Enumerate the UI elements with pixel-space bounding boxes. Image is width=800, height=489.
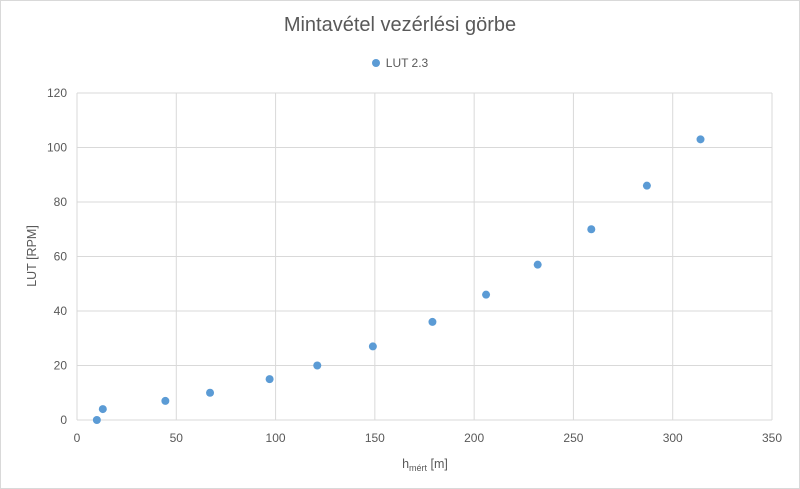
x-tick-label: 50: [170, 431, 184, 445]
x-tick-label: 150: [365, 431, 385, 445]
legend: LUT 2.3: [0, 56, 800, 70]
gridlines: [76, 92, 773, 421]
x-tick-label: 100: [266, 431, 286, 445]
x-axis-title: hmért [m]: [402, 457, 448, 473]
data-point: [642, 181, 651, 190]
x-axis-title-sub: mért: [409, 463, 427, 473]
data-point: [161, 396, 170, 405]
y-tick-label: 40: [54, 304, 68, 318]
legend-marker: [371, 58, 380, 67]
data-point: [313, 361, 322, 370]
y-tick-label: 60: [54, 250, 68, 264]
data-points: [92, 135, 705, 424]
data-point: [265, 375, 274, 384]
x-tick-label: 300: [663, 431, 683, 445]
x-tick-label: 250: [563, 431, 583, 445]
data-point: [533, 260, 542, 269]
y-tick-label: 120: [47, 86, 67, 100]
x-axis-title-unit: [m]: [427, 457, 448, 471]
y-tick-label: 0: [60, 413, 67, 427]
data-point: [587, 225, 596, 234]
chart-title: Mintavétel vezérlési görbe: [283, 14, 517, 36]
data-point: [482, 290, 491, 299]
data-point: [92, 416, 101, 424]
x-axis-title-main: h: [402, 457, 409, 471]
x-tick-label: 0: [74, 431, 81, 445]
y-tick-label: 100: [47, 141, 67, 155]
y-tick-label: 20: [54, 359, 68, 373]
x-tick-label: 350: [762, 431, 782, 445]
legend-label: LUT 2.3: [385, 56, 429, 70]
data-point: [206, 388, 215, 397]
x-axis-ticks: 0 50 100 150 200 250 300 350: [74, 431, 783, 445]
data-point: [98, 405, 107, 414]
y-tick-label: 80: [54, 195, 68, 209]
y-axis-title: LUT [RPM]: [25, 225, 39, 287]
x-tick-label: 200: [464, 431, 484, 445]
data-point: [696, 135, 705, 144]
y-axis-ticks: 0 20 40 60 80 100 120: [47, 86, 67, 427]
data-point: [368, 342, 377, 351]
data-point: [428, 317, 437, 326]
